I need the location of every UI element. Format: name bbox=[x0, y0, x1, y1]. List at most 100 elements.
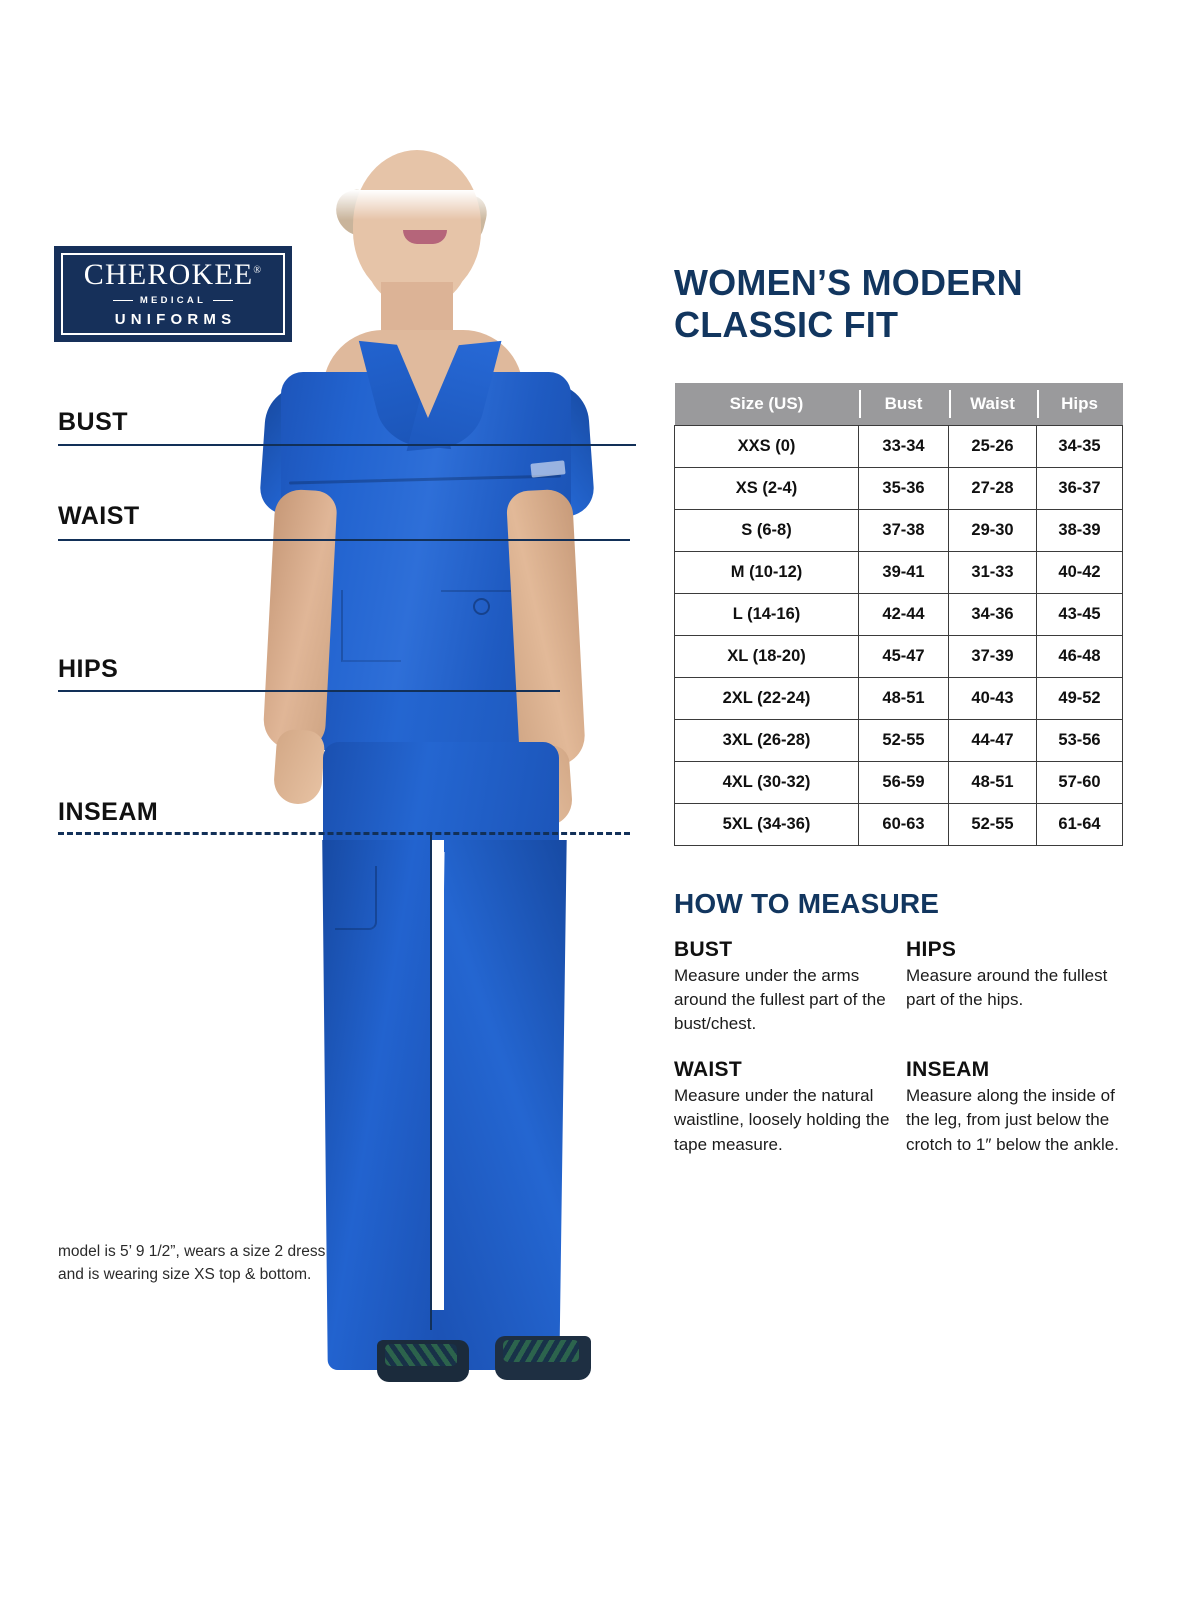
cell-size: 2XL (22-24) bbox=[674, 676, 859, 720]
cell-bust: 33-34 bbox=[858, 424, 949, 468]
cell-hips: 36-37 bbox=[1036, 466, 1123, 510]
how-to-measure-text-hips: Measure around the fullest part of the h… bbox=[906, 965, 1108, 1010]
cell-hips: 57-60 bbox=[1036, 760, 1123, 804]
how-to-measure-item-bust: BUST Measure under the arms around the f… bbox=[674, 938, 906, 1036]
table-row: XS (2-4) 35-36 27-28 36-37 bbox=[674, 466, 1123, 510]
how-to-measure-heading: HOW TO MEASURE bbox=[674, 887, 940, 919]
model-photo-top-fade bbox=[245, 190, 665, 220]
page-title-line2: CLASSIC FIT bbox=[674, 304, 899, 346]
scrub-pants-cargo-pocket bbox=[335, 866, 377, 930]
logo-rule-left-icon bbox=[112, 299, 133, 302]
cell-hips: 53-56 bbox=[1036, 718, 1123, 762]
size-table: Size (US) Bust Waist Hips XXS (0) 33-34 25… bbox=[674, 382, 1123, 846]
cell-hips: 46-48 bbox=[1036, 634, 1123, 678]
callout-line-hips bbox=[58, 690, 560, 692]
size-table-header-row: Size (US) Bust Waist Hips bbox=[674, 382, 1123, 426]
cell-hips: 43-45 bbox=[1036, 592, 1123, 636]
page-title: WOMEN’S MODERN CLASSIC FIT bbox=[674, 262, 1122, 347]
logo-brand-text: CHEROKEE bbox=[83, 258, 254, 291]
table-row: 4XL (30-32) 56-59 48-51 57-60 bbox=[674, 760, 1123, 804]
logo-rule-right-icon bbox=[213, 299, 234, 302]
callout-line-inseam-vertical bbox=[430, 832, 432, 1330]
table-row: 2XL (22-24) 48-51 40-43 49-52 bbox=[674, 676, 1123, 720]
cell-bust: 48-51 bbox=[858, 676, 949, 720]
model-shoe-pattern-right bbox=[503, 1340, 579, 1362]
model-disclaimer-line1: model is 5’ 9 1/2”, wears a size 2 dress bbox=[58, 1243, 326, 1260]
logo-inner-frame: CHEROKEE® MEDICAL UNIFORMS bbox=[61, 253, 285, 335]
cell-bust: 42-44 bbox=[858, 592, 949, 636]
logo-uniforms-text: UNIFORMS bbox=[114, 311, 237, 328]
cell-bust: 39-41 bbox=[858, 550, 949, 594]
how-to-measure-text-waist: Measure under the natural waistline, loo… bbox=[674, 1086, 890, 1154]
cell-waist: 34-36 bbox=[948, 592, 1037, 636]
table-row: 3XL (26-28) 52-55 44-47 53-56 bbox=[674, 718, 1123, 762]
cell-bust: 35-36 bbox=[858, 466, 949, 510]
cell-size: 4XL (30-32) bbox=[674, 760, 859, 804]
callout-label-inseam: INSEAM bbox=[58, 798, 159, 826]
model-shoe-pattern-left bbox=[385, 1344, 457, 1366]
logo-medical-text: MEDICAL bbox=[139, 295, 207, 306]
logo-subline-medical: MEDICAL bbox=[112, 295, 234, 306]
how-to-measure-name-hips: HIPS bbox=[906, 937, 957, 961]
cell-waist: 31-33 bbox=[948, 550, 1037, 594]
cell-size: M (10-12) bbox=[674, 550, 859, 594]
cell-size: L (14-16) bbox=[674, 592, 859, 636]
cell-waist: 40-43 bbox=[948, 676, 1037, 720]
col-header-waist: Waist bbox=[948, 382, 1037, 426]
cell-hips: 38-39 bbox=[1036, 508, 1123, 552]
table-row: XXS (0) 33-34 25-26 34-35 bbox=[674, 424, 1123, 468]
callout-line-bust bbox=[58, 444, 636, 446]
registered-mark-icon: ® bbox=[253, 265, 263, 276]
cell-bust: 52-55 bbox=[858, 718, 949, 762]
model-disclaimer-line2: and is wearing size XS top & bottom. bbox=[58, 1266, 312, 1284]
cell-hips: 34-35 bbox=[1036, 424, 1123, 468]
page-title-line1: WOMEN’S MODERN bbox=[674, 262, 1023, 303]
table-row: XL (18-20) 45-47 37-39 46-48 bbox=[674, 634, 1123, 678]
scrub-pants-hip bbox=[323, 742, 559, 852]
cell-size: XS (2-4) bbox=[674, 466, 859, 510]
cell-size: 5XL (34-36) bbox=[674, 802, 859, 846]
how-to-measure-item-inseam: INSEAM Measure along the inside of the l… bbox=[906, 1058, 1122, 1156]
table-row: S (6-8) 37-38 29-30 38-39 bbox=[674, 508, 1123, 552]
cell-bust: 56-59 bbox=[858, 760, 949, 804]
how-to-measure-item-hips: HIPS Measure around the fullest part of … bbox=[906, 938, 1122, 1036]
logo-wordmark: CHEROKEE® bbox=[84, 260, 262, 290]
callout-label-bust: BUST bbox=[58, 408, 129, 436]
cell-hips: 49-52 bbox=[1036, 676, 1123, 720]
cell-bust: 45-47 bbox=[858, 634, 949, 678]
cell-bust: 60-63 bbox=[858, 802, 949, 846]
model-hand-left bbox=[272, 728, 326, 806]
scrub-pants-leg-right bbox=[437, 840, 567, 1370]
cell-waist: 44-47 bbox=[948, 718, 1037, 762]
cell-waist: 25-26 bbox=[948, 424, 1037, 468]
how-to-measure-name-waist: WAIST bbox=[674, 1058, 742, 1082]
cell-hips: 61-64 bbox=[1036, 802, 1123, 846]
cell-bust: 37-38 bbox=[858, 508, 949, 552]
model-arm-right bbox=[505, 488, 587, 768]
size-table-head: Size (US) Bust Waist Hips bbox=[674, 382, 1123, 426]
how-to-measure-item-waist: WAIST Measure under the natural waistlin… bbox=[674, 1058, 906, 1156]
info-column: WOMEN’S MODERN CLASSIC FIT Size (US) Bus… bbox=[674, 262, 1123, 1157]
cell-size: 3XL (26-28) bbox=[674, 718, 859, 762]
cherokee-logo: CHEROKEE® MEDICAL UNIFORMS bbox=[54, 246, 292, 342]
callout-line-waist bbox=[58, 539, 630, 541]
scrub-top-pocket-right bbox=[441, 590, 513, 654]
cell-waist: 27-28 bbox=[948, 466, 1037, 510]
scrub-top-pocket-left bbox=[341, 590, 401, 662]
cell-waist: 48-51 bbox=[948, 760, 1037, 804]
size-table-body: XXS (0) 33-34 25-26 34-35 XS (2-4) 35-36 27-28… bbox=[674, 424, 1123, 846]
col-header-bust: Bust bbox=[858, 382, 949, 426]
cell-waist: 29-30 bbox=[948, 508, 1037, 552]
model-photo bbox=[245, 150, 665, 1390]
cell-waist: 52-55 bbox=[948, 802, 1037, 846]
col-header-size: Size (US) bbox=[674, 382, 859, 426]
col-header-hips: Hips bbox=[1036, 382, 1123, 426]
cell-size: S (6-8) bbox=[674, 508, 859, 552]
callout-label-hips: HIPS bbox=[58, 655, 119, 683]
how-to-measure-text-bust: Measure under the arms around the fulles… bbox=[674, 965, 886, 1034]
table-row: M (10-12) 39-41 31-33 40-42 bbox=[674, 550, 1123, 594]
cell-size: XL (18-20) bbox=[674, 634, 859, 678]
scrub-pants-leg-gap bbox=[431, 840, 444, 1310]
how-to-measure-name-bust: BUST bbox=[674, 937, 733, 961]
model-disclaimer: model is 5’ 9 1/2”, wears a size 2 dress… bbox=[58, 1240, 358, 1287]
